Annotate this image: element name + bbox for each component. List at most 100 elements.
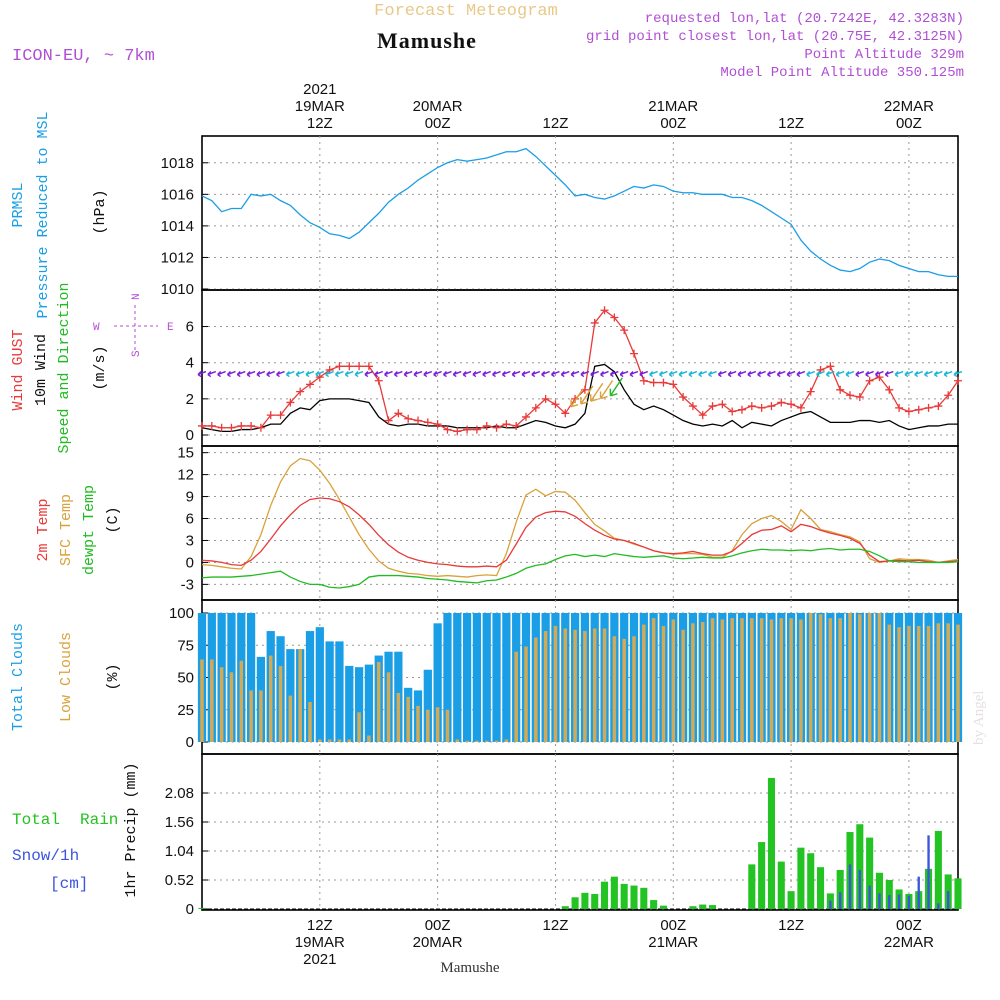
wind-direction-arrow [521, 370, 531, 378]
gust-marker [492, 423, 501, 432]
low-cloud-bar [563, 628, 568, 742]
wind-direction-arrow [393, 370, 403, 378]
temp-unit: (C) [105, 506, 122, 533]
low-cloud-bar [651, 618, 656, 742]
low-cloud-bar [661, 625, 666, 742]
low-cloud-bar [259, 690, 263, 742]
gust-marker [796, 403, 805, 412]
low-cloud-bar [907, 625, 911, 742]
low-cloud-bar [946, 623, 950, 742]
low-cloud-bar [789, 618, 793, 742]
low-cloud-bar [916, 625, 921, 742]
gust-marker [885, 385, 894, 394]
model-label: ICON-EU, ~ 7km [12, 47, 155, 66]
low-cloud-bar [730, 618, 734, 742]
total-cloud-bar [335, 641, 344, 742]
gust-marker [826, 362, 835, 371]
rain-bar [836, 869, 844, 909]
wind-direction-arrow [344, 370, 354, 378]
precip-ytick-label: 0 [186, 901, 194, 918]
gust-marker [787, 400, 796, 409]
top-time-label: 21MAR [648, 98, 698, 115]
top-time-label: 20MAR [413, 98, 463, 115]
low-cloud-bar [759, 618, 764, 742]
model-point-altitude: Model Point Altitude 350.125m [720, 65, 964, 81]
total-cloud-bar [345, 665, 354, 742]
wind-direction-arrow [894, 370, 904, 378]
low-cloud-bar [642, 624, 646, 742]
gust-marker [423, 418, 432, 427]
wind-direction-arrow [433, 370, 442, 378]
low-cloud-bar [347, 739, 352, 742]
rain-bar [866, 837, 874, 909]
top-time-label: 12Z [778, 115, 804, 132]
low-cloud-bar [799, 619, 803, 742]
wind-direction-arrow [757, 370, 766, 378]
gust-marker [944, 391, 953, 400]
pressure-panel: PRMSL Pressure Reduced to MSL (hPa) 1010… [10, 111, 959, 319]
wind-direction-arrow [197, 370, 207, 378]
total-cloud-bar [443, 613, 452, 742]
snow-bar [878, 893, 881, 909]
clouds-unit: (%) [105, 663, 122, 690]
pressure-ytick-label: 1010 [161, 281, 194, 298]
gust-marker [198, 421, 206, 430]
pressure-ytick-label: 1018 [161, 155, 194, 172]
gust-marker [443, 425, 452, 434]
wind-direction-arrow [423, 370, 433, 378]
wind-direction-arrow [865, 370, 874, 378]
wind-direction-arrow [609, 370, 619, 378]
wind-direction-arrow [796, 370, 806, 378]
top-time-label: 19MAR [295, 98, 345, 115]
wind-direction-arrow [943, 370, 953, 378]
wind-direction-arrow [442, 370, 452, 378]
wind-direction-arrow [806, 370, 815, 378]
gust-marker [522, 412, 530, 421]
snow-bar [868, 885, 871, 909]
wind-direction-arrow [619, 370, 629, 378]
gust-marker [934, 402, 943, 411]
gust-marker [364, 362, 373, 371]
temperature-ytick-label: -3 [181, 576, 194, 593]
low-cloud-bar [445, 709, 450, 742]
bottom-time-label: 12Z [543, 917, 569, 934]
total-cloud-bar [453, 613, 462, 742]
gust-marker [207, 421, 216, 430]
wind-direction-arrow [325, 370, 334, 378]
low-cloud-bar [681, 629, 685, 742]
bottom-time-label: 12Z [307, 917, 333, 934]
gust-marker [266, 411, 275, 420]
gust-marker [551, 400, 560, 409]
low-cloud-bar [298, 649, 302, 742]
gust-marker [463, 425, 472, 434]
wind-direction-arrow [492, 370, 501, 378]
gust-marker [227, 423, 236, 432]
temperature-ytick-label: 6 [186, 511, 194, 528]
pressure-label-msl: Pressure Reduced to MSL [35, 111, 52, 318]
low-cloud-bar [602, 628, 607, 742]
bottom-time-label: 21MAR [648, 934, 698, 951]
low-cloud-bar [318, 739, 322, 742]
temperature-ytick-label: 12 [177, 467, 194, 484]
wind-direction-arrow [649, 370, 658, 378]
total-label: Total [12, 811, 60, 829]
precip-frame [201, 753, 959, 911]
rain-bar [807, 853, 815, 909]
wind-direction-arrow [933, 370, 943, 378]
rain-bar [758, 842, 766, 909]
wind-direction-arrow [374, 370, 383, 378]
wind-direction-arrow [590, 370, 599, 378]
wind-direction-arrow [717, 370, 727, 378]
low-cloud-bar [396, 692, 401, 742]
gust-marker [610, 313, 619, 322]
snow-bar [839, 892, 842, 909]
wind-direction-arrow [550, 370, 560, 378]
low-cloud-bar [249, 690, 253, 742]
wind-unit: (m/s) [92, 345, 109, 390]
gust-marker [217, 423, 226, 432]
low-cloud-bar [435, 707, 440, 742]
precip-panel: Total Rain Snow/1h [cm] 1hr Precip (mm) … [12, 753, 962, 918]
gust-marker [846, 391, 854, 400]
wind-direction-arrow [884, 370, 894, 378]
